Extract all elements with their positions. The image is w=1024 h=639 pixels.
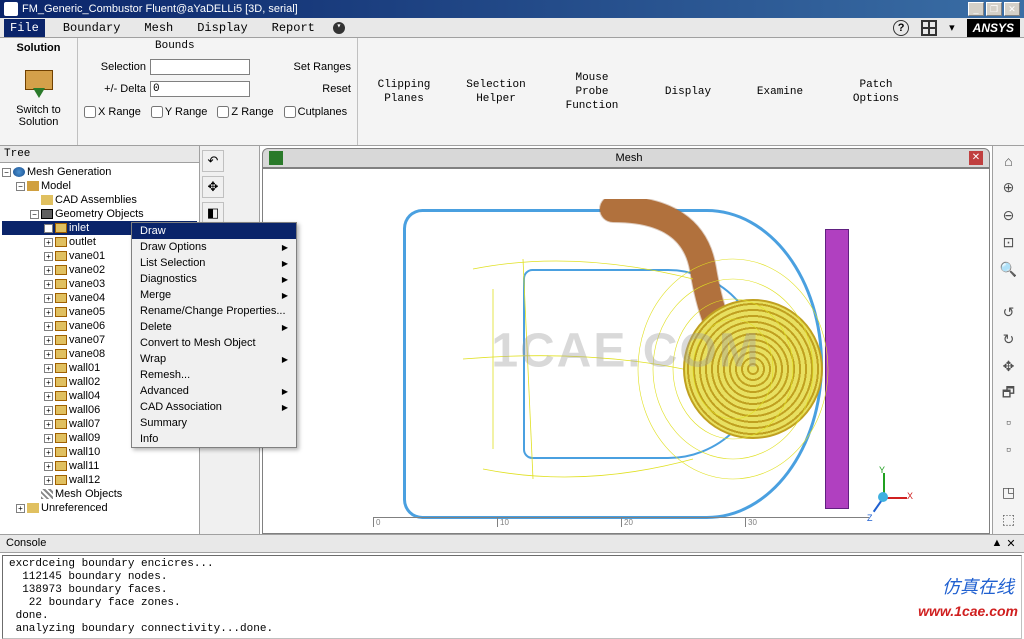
- watermark-cn: 仿真在线: [942, 573, 1014, 599]
- close-button[interactable]: ✕: [1004, 2, 1020, 16]
- ctx-info[interactable]: Info: [132, 431, 296, 447]
- menu-file[interactable]: File: [4, 19, 45, 37]
- tab-close-button[interactable]: ✕: [969, 151, 983, 165]
- window-title: FM_Generic_Combustor Fluent@aYaDELLi5 [3…: [22, 3, 298, 15]
- tree-item-wall11[interactable]: +wall11: [2, 459, 197, 473]
- rotate-ccw-icon[interactable]: ↺: [998, 302, 1020, 323]
- menu-report[interactable]: Report: [266, 19, 321, 37]
- zoom-box-icon[interactable]: ⊡: [998, 232, 1020, 253]
- ansys-logo: ANSYS: [967, 19, 1020, 37]
- tool-pan-icon[interactable]: ✥: [202, 176, 224, 198]
- ctx-merge[interactable]: Merge▶: [132, 287, 296, 303]
- ctx-delete[interactable]: Delete▶: [132, 319, 296, 335]
- selection-label: Selection: [84, 61, 146, 73]
- wire-icon[interactable]: ⬚: [998, 509, 1020, 530]
- console-header: Console ▲ ✕: [0, 535, 1024, 553]
- tree-geometry[interactable]: −Geometry Objects: [2, 207, 197, 221]
- delta-input[interactable]: [150, 81, 250, 97]
- view-b-icon[interactable]: ▫: [998, 439, 1020, 460]
- tool-half-icon[interactable]: ◧: [202, 202, 224, 224]
- menu-mesh[interactable]: Mesh: [138, 19, 179, 37]
- restore-button[interactable]: ❐: [986, 2, 1002, 16]
- delta-label: +/- Delta: [84, 83, 146, 95]
- viewport-ruler: 010 2030: [373, 517, 869, 527]
- display-button[interactable]: Display: [642, 38, 734, 145]
- cutplanes-checkbox[interactable]: Cutplanes: [284, 106, 348, 118]
- viewport-container: Mesh ✕ 1CAE.COM: [260, 146, 992, 534]
- bounds-header: Bounds: [155, 40, 195, 52]
- menubar: File Boundary Mesh Display Report ▾ ? ▾ …: [0, 18, 1024, 38]
- tree-item-wall12[interactable]: +wall12: [2, 473, 197, 487]
- ctx-list-selection[interactable]: List Selection▶: [132, 255, 296, 271]
- watermark-center: 1CAE.COM: [491, 324, 760, 379]
- ctx-wrap[interactable]: Wrap▶: [132, 351, 296, 367]
- tree-model[interactable]: −Model: [2, 179, 197, 193]
- clipping-planes-button[interactable]: Clipping Planes: [358, 38, 450, 145]
- switch-solution-icon[interactable]: [21, 62, 57, 98]
- menu-boundary[interactable]: Boundary: [57, 19, 127, 37]
- menu-display[interactable]: Display: [191, 19, 253, 37]
- ctx-rename-change-properties-[interactable]: Rename/Change Properties...: [132, 303, 296, 319]
- tree-root[interactable]: −Mesh Generation: [2, 165, 197, 179]
- ctx-summary[interactable]: Summary: [132, 415, 296, 431]
- tree-cad[interactable]: +CAD Assemblies: [2, 193, 197, 207]
- selection-helper-button[interactable]: Selection Helper: [450, 38, 542, 145]
- help-icon[interactable]: ?: [893, 20, 909, 36]
- tree-mesh-objects[interactable]: +Mesh Objects: [2, 487, 197, 501]
- solution-header: Solution: [17, 42, 61, 54]
- console-output[interactable]: excrdceing boundary encicres... 112145 b…: [2, 555, 1022, 639]
- ribbon: Bounds Solution Switch to Solution Selec…: [0, 38, 1024, 146]
- side-toolbar: ⌂ ⊕ ⊖ ⊡ 🔍 ↺ ↻ ✥ 🗗 ▫ ▫ ◳ ⬚: [992, 146, 1024, 534]
- expand-caret-icon[interactable]: ▾: [949, 21, 955, 34]
- tree-unreferenced[interactable]: +Unreferenced: [2, 501, 197, 515]
- multiview-icon[interactable]: 🗗: [998, 383, 1020, 405]
- app-icon: [4, 2, 18, 16]
- mesh-tab-icon: [269, 151, 283, 165]
- ctx-convert-to-mesh-object[interactable]: Convert to Mesh Object: [132, 335, 296, 351]
- mesh-tab-label: Mesh: [616, 152, 643, 164]
- tool-rotate-icon[interactable]: ↶: [202, 150, 224, 172]
- mouse-probe-button[interactable]: Mouse Probe Function: [542, 38, 642, 145]
- set-ranges-button[interactable]: Set Ranges: [294, 61, 351, 73]
- patch-options-button[interactable]: Patch Options: [826, 38, 926, 145]
- ribbon-bounds: Selection Set Ranges +/- Delta Reset X R…: [78, 38, 358, 145]
- ctx-remesh-[interactable]: Remesh...: [132, 367, 296, 383]
- rotate-cw-icon[interactable]: ↻: [998, 329, 1020, 350]
- reset-button[interactable]: Reset: [322, 83, 351, 95]
- view-a-icon[interactable]: ▫: [998, 411, 1020, 432]
- ctx-diagnostics[interactable]: Diagnostics▶: [132, 271, 296, 287]
- layout-icon[interactable]: [921, 20, 937, 36]
- magnify-icon[interactable]: 🔍: [998, 259, 1020, 280]
- selection-input[interactable]: [150, 59, 250, 75]
- watermark-url: www.1cae.com: [918, 603, 1018, 619]
- viewport-tab[interactable]: Mesh ✕: [262, 148, 990, 168]
- pan-icon[interactable]: ✥: [998, 356, 1020, 377]
- menu-expand-icon[interactable]: ▾: [333, 22, 345, 34]
- ctx-cad-association[interactable]: CAD Association▶: [132, 399, 296, 415]
- fit-icon[interactable]: ⌂: [998, 150, 1020, 171]
- console-close[interactable]: ✕: [1004, 537, 1018, 550]
- xrange-checkbox[interactable]: X Range: [84, 106, 141, 118]
- context-menu[interactable]: DrawDraw Options▶List Selection▶Diagnost…: [131, 222, 297, 448]
- yrange-checkbox[interactable]: Y Range: [151, 106, 208, 118]
- ribbon-solution: Solution Switch to Solution: [0, 38, 78, 145]
- ctx-advanced[interactable]: Advanced▶: [132, 383, 296, 399]
- titlebar: FM_Generic_Combustor Fluent@aYaDELLi5 [3…: [0, 0, 1024, 18]
- console-scroll-up[interactable]: ▲: [990, 537, 1004, 550]
- zoom-out-icon[interactable]: ⊖: [998, 204, 1020, 225]
- tree-header: Tree: [0, 146, 199, 163]
- iso-icon[interactable]: ◳: [998, 481, 1020, 502]
- console-panel: Console ▲ ✕ excrdceing boundary encicres…: [0, 534, 1024, 639]
- orientation-triad[interactable]: Y X Z: [859, 473, 909, 523]
- switch-solution-label[interactable]: Switch to Solution: [16, 104, 61, 128]
- zoom-in-icon[interactable]: ⊕: [998, 177, 1020, 198]
- examine-button[interactable]: Examine: [734, 38, 826, 145]
- minimize-button[interactable]: _: [968, 2, 984, 16]
- ctx-draw-options[interactable]: Draw Options▶: [132, 239, 296, 255]
- zrange-checkbox[interactable]: Z Range: [217, 106, 273, 118]
- ctx-draw[interactable]: Draw: [132, 223, 296, 239]
- viewport-3d[interactable]: 1CAE.COM 010 2030: [262, 168, 990, 534]
